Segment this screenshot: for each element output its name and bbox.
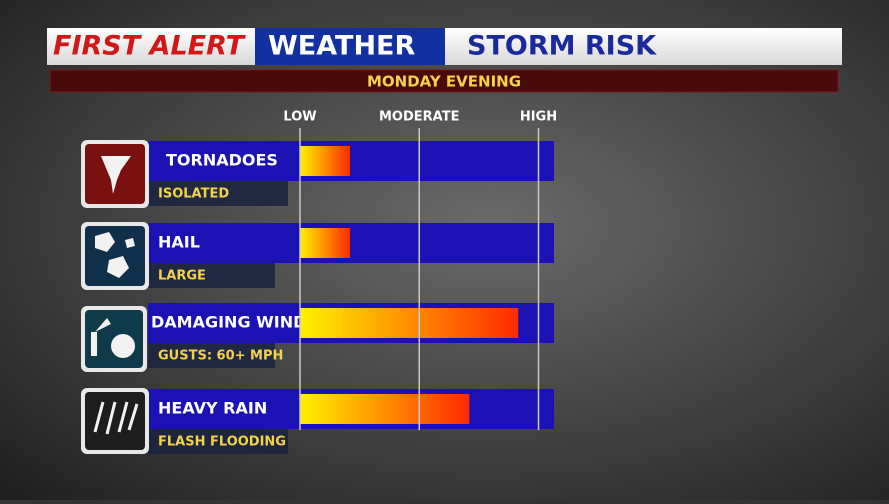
detail-box — [148, 343, 275, 368]
x-tick-label: LOW — [283, 110, 316, 125]
bar-track — [148, 141, 554, 181]
category-label: HAIL — [158, 233, 200, 252]
tornado-icon — [81, 140, 149, 208]
detail-label: LARGE — [158, 269, 206, 284]
bar — [300, 228, 351, 258]
category-label: TORNADOES — [166, 151, 278, 170]
title-left: WEATHER — [268, 31, 415, 62]
brand: FIRST ALERT — [53, 31, 247, 62]
hail-icon — [81, 222, 149, 290]
x-tick-label: HIGH — [520, 110, 557, 125]
detail-label: ISOLATED — [158, 187, 229, 202]
detail-box — [148, 181, 288, 206]
bars: TORNADOES ISOLATED HAIL LARGE DAMAGING WINDS… — [148, 110, 557, 454]
detail-box — [148, 429, 288, 454]
subtitle-bar — [49, 69, 839, 93]
detail-label: GUSTS: 60+ MPH — [158, 349, 283, 364]
rain-icon — [81, 388, 149, 454]
subtitle: MONDAY EVENING — [367, 73, 521, 91]
x-tick-label: MODERATE — [379, 110, 459, 125]
header-blue-box — [255, 28, 445, 65]
title-right: STORM RISK — [467, 31, 657, 62]
bar-track — [148, 223, 554, 263]
detail-label: FLASH FLOODING — [158, 435, 286, 450]
wind-icon — [81, 306, 147, 372]
bar — [300, 308, 519, 338]
category-label: HEAVY RAIN — [158, 399, 267, 418]
category-label: DAMAGING WINDS — [151, 313, 318, 332]
icons — [81, 140, 149, 454]
bar — [300, 146, 351, 176]
detail-box — [148, 263, 275, 288]
bar — [300, 394, 470, 424]
